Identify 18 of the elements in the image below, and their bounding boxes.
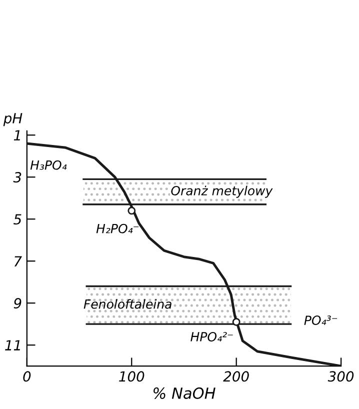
band-label: Oranż metylowy [171,186,273,198]
x-tick-label: 0 [23,371,31,382]
annotation: HPO₄²⁻ [190,332,233,342]
y-tick-label: 5 [14,214,22,225]
y-tick-label: 3 [13,172,22,183]
y-tick-label: 11 [5,340,20,350]
x-tick-label: 300 [328,371,354,382]
x-tick-label: 100 [119,371,144,382]
y-axis-title: pH [3,113,22,126]
y-tick-label: 1 [14,130,20,140]
annotation: H₃PO₄ [30,160,67,170]
x-axis-title: % NaOH [154,387,216,399]
band-label: Fenoloftaleina [84,299,172,309]
x-tick-label: 200 [223,371,249,382]
y-tick-label: 7 [14,256,22,266]
annotation: PO₄³⁻ [304,316,338,325]
y-tick-label: 9 [14,298,22,309]
annotation: H₂PO₄⁻ [96,224,139,234]
